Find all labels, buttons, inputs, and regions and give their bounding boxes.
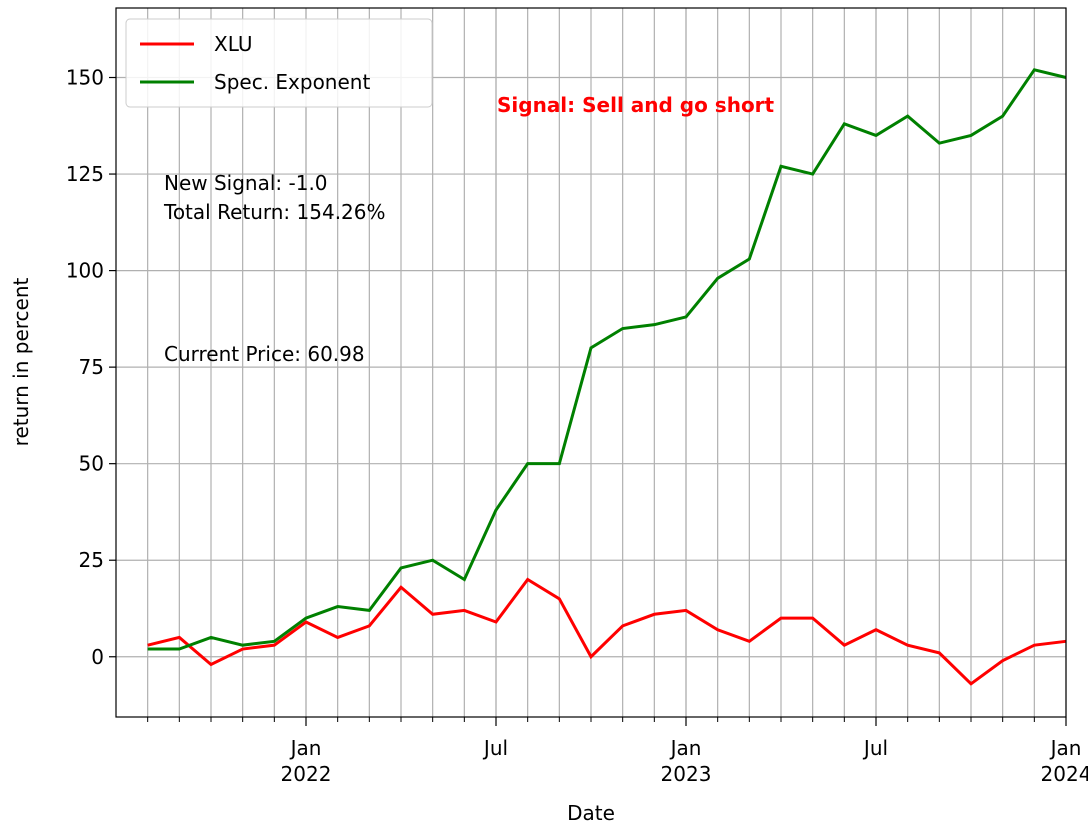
x-axis-label: Date bbox=[567, 801, 615, 825]
legend-label: XLU bbox=[214, 32, 253, 56]
plot-frame bbox=[115, 7, 1067, 718]
annotation: Current Price: 60.98 bbox=[164, 342, 365, 366]
x-tick-label: Jan 2024 bbox=[1041, 736, 1088, 786]
series-line bbox=[147, 68, 1067, 651]
legend-box bbox=[125, 18, 433, 108]
y-tick-label: 50 bbox=[79, 452, 104, 476]
series-line bbox=[147, 577, 1067, 686]
x-tick-label: Jan 2023 bbox=[661, 736, 712, 786]
signal-annotation: Signal: Sell and go short bbox=[497, 93, 775, 117]
y-tick-label: 150 bbox=[66, 66, 104, 90]
x-tick-label: Jul bbox=[482, 736, 508, 760]
y-axis-label: return in percent bbox=[9, 277, 33, 446]
y-tick-label: 25 bbox=[79, 548, 104, 572]
annotation: Total Return: 154.26% bbox=[163, 200, 386, 224]
y-tick-label: 75 bbox=[79, 355, 104, 379]
y-tick-label: 100 bbox=[66, 259, 104, 283]
y-tick-label: 125 bbox=[66, 162, 104, 186]
x-tick-label: Jan 2022 bbox=[281, 736, 332, 786]
legend-label: Spec. Exponent bbox=[214, 70, 370, 94]
annotation: New Signal: -1.0 bbox=[164, 171, 328, 195]
y-tick-label: 0 bbox=[91, 645, 104, 669]
x-tick-label: Jul bbox=[862, 736, 888, 760]
